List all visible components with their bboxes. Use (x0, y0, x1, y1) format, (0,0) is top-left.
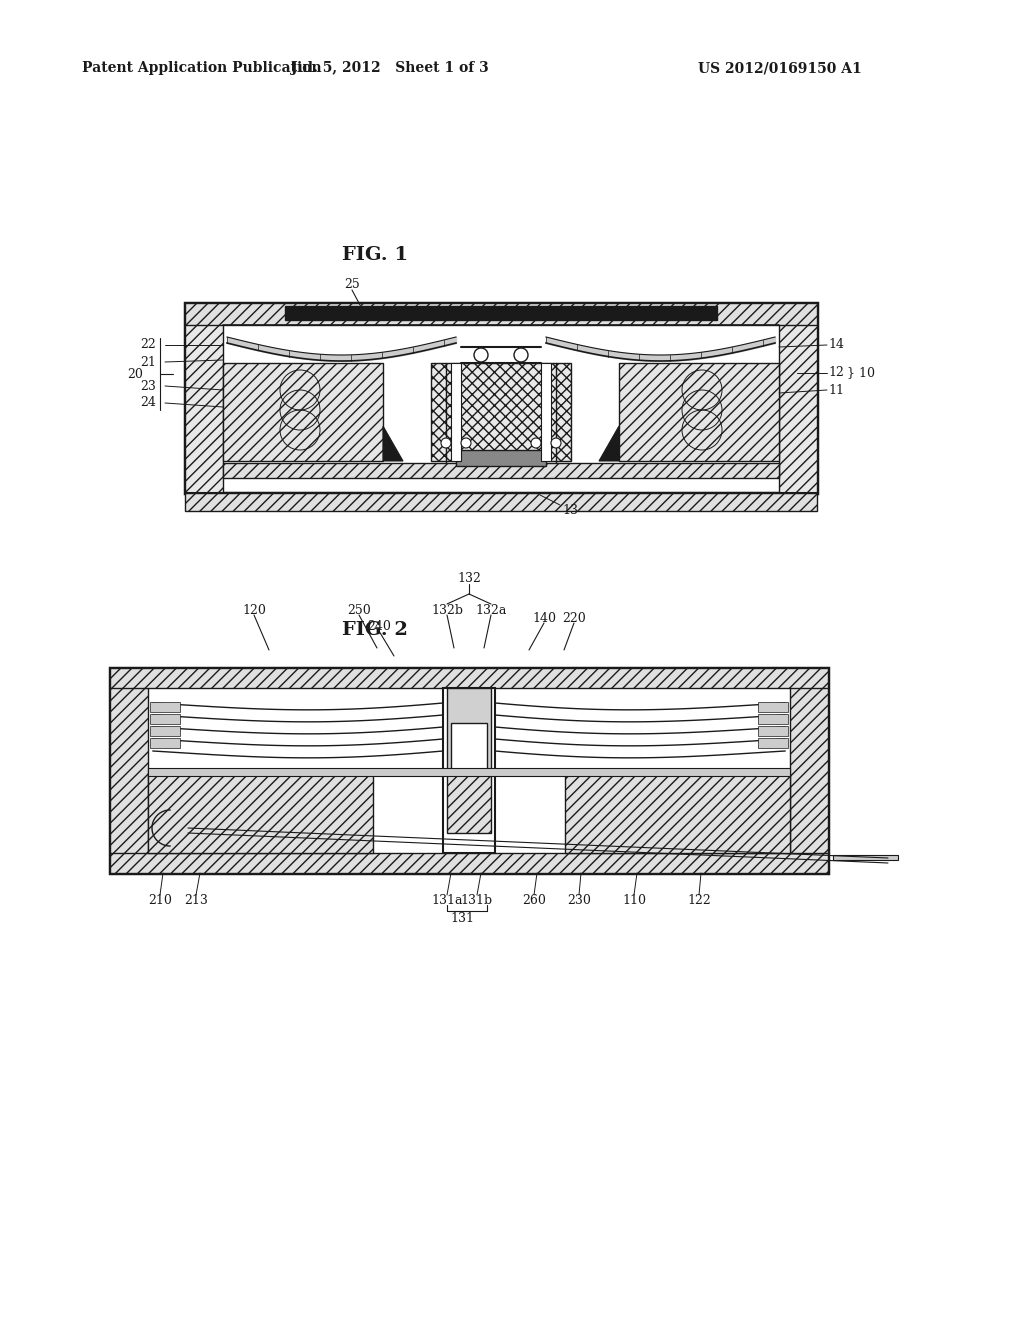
Text: 25: 25 (344, 279, 359, 292)
Bar (110, 668, 828, 873)
Bar (451, 363, 461, 461)
Text: 131b: 131b (461, 895, 494, 908)
Bar (447, 774, 490, 833)
Text: 24: 24 (140, 396, 156, 409)
Text: 250: 250 (347, 603, 371, 616)
Text: 21: 21 (140, 355, 156, 368)
Text: FIG. 2: FIG. 2 (342, 620, 408, 639)
Bar (185, 304, 817, 492)
Text: 20: 20 (127, 367, 143, 380)
Text: 14: 14 (828, 338, 844, 351)
Text: 122: 122 (687, 895, 711, 908)
Text: 110: 110 (622, 895, 646, 908)
Circle shape (474, 348, 488, 362)
Text: 260: 260 (522, 895, 546, 908)
Bar (110, 668, 828, 688)
Text: 230: 230 (567, 895, 591, 908)
Text: 220: 220 (562, 611, 586, 624)
Circle shape (461, 438, 471, 447)
Bar (148, 774, 373, 853)
Text: 11: 11 (828, 384, 844, 396)
Text: 213: 213 (184, 895, 208, 908)
Bar (790, 668, 828, 873)
Text: Jul. 5, 2012   Sheet 1 of 3: Jul. 5, 2012 Sheet 1 of 3 (291, 61, 488, 75)
Text: 120: 120 (242, 603, 266, 616)
Bar (223, 363, 383, 461)
Bar (618, 363, 779, 461)
Bar (447, 688, 490, 774)
Bar (833, 855, 898, 861)
Bar (758, 702, 788, 711)
Text: 13: 13 (562, 503, 578, 516)
Polygon shape (383, 426, 403, 461)
Bar (451, 723, 487, 774)
Text: 131: 131 (450, 912, 474, 925)
Bar (758, 726, 788, 737)
Bar (148, 768, 790, 776)
Bar (150, 714, 180, 723)
Bar (443, 688, 495, 853)
Circle shape (551, 438, 561, 447)
Bar (150, 738, 180, 748)
Bar (150, 702, 180, 711)
Text: 132a: 132a (475, 603, 507, 616)
Bar (185, 492, 817, 511)
Circle shape (441, 438, 451, 447)
Bar (779, 304, 817, 492)
Bar (758, 714, 788, 723)
Bar (541, 363, 551, 461)
Bar (185, 304, 223, 492)
Bar (110, 668, 148, 873)
Text: US 2012/0169150 A1: US 2012/0169150 A1 (698, 61, 862, 75)
Text: 132: 132 (457, 572, 481, 585)
Text: 210: 210 (148, 895, 172, 908)
Text: 140: 140 (532, 611, 556, 624)
Text: 23: 23 (140, 380, 156, 392)
Text: } 10: } 10 (847, 367, 874, 380)
Text: 12: 12 (828, 367, 844, 380)
Bar (110, 853, 828, 873)
Bar (758, 738, 788, 748)
Bar (285, 306, 717, 319)
Circle shape (531, 438, 541, 447)
Text: 132b: 132b (431, 603, 463, 616)
Text: Patent Application Publication: Patent Application Publication (82, 61, 322, 75)
Text: 22: 22 (140, 338, 156, 351)
Bar (456, 450, 546, 466)
Bar (565, 774, 790, 853)
Text: 240: 240 (367, 619, 391, 632)
Circle shape (514, 348, 528, 362)
Bar (185, 304, 817, 325)
Bar (150, 726, 180, 737)
Text: 131a: 131a (431, 895, 463, 908)
Text: FIG. 1: FIG. 1 (342, 246, 408, 264)
Polygon shape (599, 426, 618, 461)
Bar (223, 463, 779, 478)
Bar (431, 363, 571, 461)
